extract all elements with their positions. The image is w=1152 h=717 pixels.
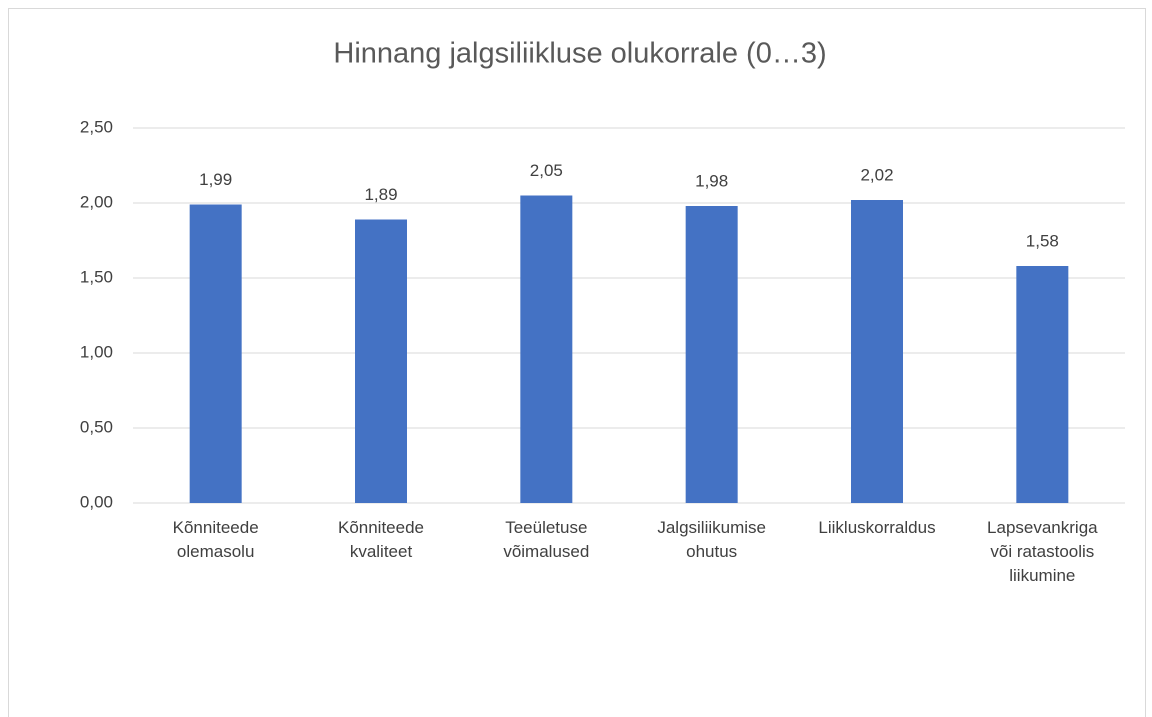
chart-title: Hinnang jalgsiliikluse olukorrale (0…3) bbox=[333, 38, 826, 70]
y-tick-label: 1,00 bbox=[80, 342, 113, 361]
bar bbox=[355, 219, 407, 503]
bar bbox=[189, 204, 242, 503]
x-tick-label: Jalgsiliikumise ohutus bbox=[657, 518, 766, 561]
bar bbox=[520, 195, 573, 503]
x-tick-label: Kõnniteede kvaliteet bbox=[338, 518, 424, 561]
chart-border bbox=[8, 8, 1146, 717]
data-label: 2,02 bbox=[860, 165, 893, 184]
data-label: 1,99 bbox=[199, 170, 232, 189]
y-tick-label: 0,00 bbox=[80, 492, 113, 511]
data-label: 1,89 bbox=[364, 185, 397, 204]
bar bbox=[1016, 266, 1069, 503]
y-tick-label: 2,50 bbox=[80, 117, 113, 136]
data-label: 1,98 bbox=[695, 171, 728, 190]
y-tick-label: 0,50 bbox=[80, 417, 113, 436]
y-tick-label: 2,00 bbox=[80, 192, 113, 211]
data-label: 2,05 bbox=[530, 161, 563, 180]
x-tick-label: Liikluskorraldus bbox=[818, 518, 935, 537]
bar bbox=[851, 200, 903, 503]
x-tick-label: Lapsevankriga või ratastoolis liikumine bbox=[987, 518, 1098, 585]
bar bbox=[685, 206, 738, 503]
data-label: 1,58 bbox=[1026, 231, 1059, 250]
x-tick-label: Kõnniteede olemasolu bbox=[173, 518, 259, 561]
y-tick-label: 1,50 bbox=[80, 267, 113, 286]
x-tick-label: Teeületuse võimalused bbox=[503, 518, 589, 561]
